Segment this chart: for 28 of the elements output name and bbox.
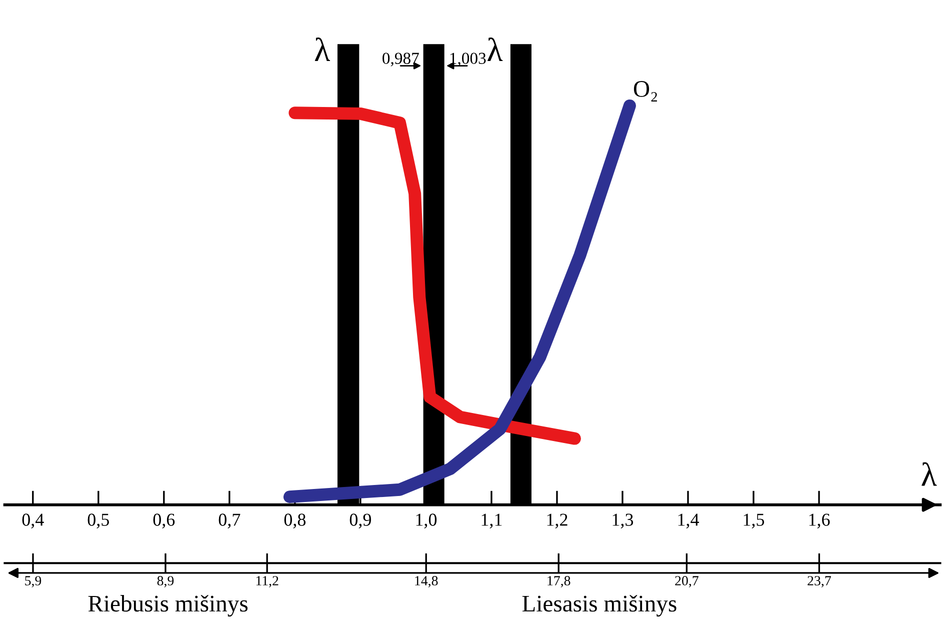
x2-tick-label: 14,8 — [415, 576, 438, 588]
x-tick-label: 1,0 — [416, 514, 437, 528]
x-tick-label: 0,9 — [350, 514, 371, 528]
x-tick-label: 1,3 — [612, 514, 634, 528]
text: Riebusis mišinys — [88, 595, 248, 617]
text: λ — [314, 38, 330, 61]
x-tick-label: 1,4 — [678, 514, 700, 528]
x2-tick-label: 11,2 — [256, 576, 278, 588]
x2-tick-label: 20,7 — [675, 576, 698, 588]
x-tick-label: 0,5 — [88, 514, 109, 528]
x-tick-label: 0,4 — [22, 514, 44, 528]
x-tick-label: 0,7 — [218, 514, 240, 528]
text: 1,003 — [450, 52, 486, 66]
text: λ — [488, 38, 503, 61]
x2-tick-label: 17,8 — [548, 576, 570, 588]
x2-tick-label: 8,9 — [157, 576, 174, 588]
x-tick-label: 1,5 — [744, 514, 764, 528]
x2-tick-label: 5,9 — [25, 576, 42, 588]
x-tick-label: 1,6 — [809, 514, 830, 528]
text: 0,987 — [382, 52, 419, 66]
x-tick-label: 1,1 — [482, 514, 502, 528]
x2-tick-label: 23,7 — [808, 576, 831, 588]
text: Liesasis mišinys — [522, 595, 676, 617]
x-tick-label: 0,8 — [284, 514, 306, 528]
x-axis-title: λ — [922, 462, 937, 486]
series-label: O₂ — [634, 81, 657, 102]
x-tick-label: 0,6 — [153, 514, 175, 528]
x-tick-label: 1,2 — [547, 514, 568, 528]
